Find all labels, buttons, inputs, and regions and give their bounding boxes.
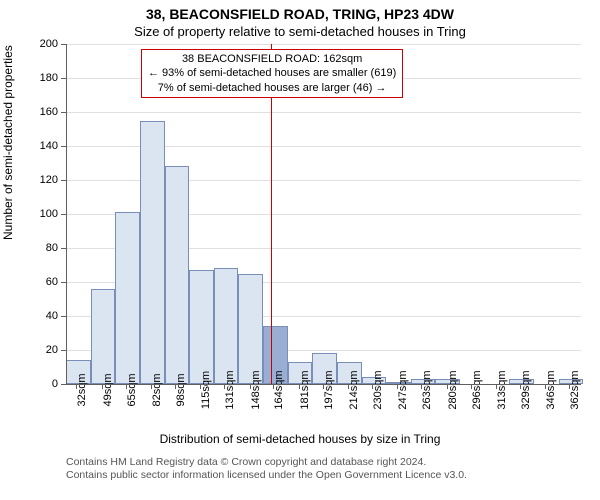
grid-line: [66, 112, 581, 113]
x-tick-label: 98sqm: [175, 373, 187, 406]
histogram-bar: [91, 289, 116, 384]
y-tick-label: 100: [40, 208, 58, 220]
y-tick-label: 200: [40, 38, 58, 50]
chart-title-main: 38, BEACONSFIELD ROAD, TRING, HP23 4DW: [0, 6, 600, 22]
y-tick-label: 60: [46, 276, 58, 288]
x-tick-label: 230sqm: [372, 370, 384, 409]
x-tick-label: 164sqm: [273, 370, 285, 409]
histogram-bar: [214, 268, 239, 384]
footer-attribution: Contains HM Land Registry data © Crown c…: [66, 456, 467, 482]
y-tick-label: 140: [40, 140, 58, 152]
x-tick-label: 82sqm: [151, 373, 163, 406]
y-tick-label: 180: [40, 72, 58, 84]
grid-line: [66, 44, 581, 45]
x-tick-label: 131sqm: [224, 370, 236, 409]
callout-box: 38 BEACONSFIELD ROAD: 162sqm← 93% of sem…: [141, 49, 403, 98]
plot-area: 02040608010012014016018020032sqm49sqm65s…: [66, 44, 581, 384]
footer-line-2: Contains public sector information licen…: [66, 469, 467, 482]
y-tick-label: 40: [46, 310, 58, 322]
x-tick-label: 362sqm: [569, 370, 581, 409]
histogram-bar: [189, 270, 214, 384]
x-tick-label: 181sqm: [299, 370, 311, 409]
y-tick-label: 20: [46, 344, 58, 356]
x-tick-label: 346sqm: [545, 370, 557, 409]
y-tick-label: 80: [46, 242, 58, 254]
x-axis-line: [66, 384, 581, 385]
y-axis-line: [66, 44, 67, 384]
chart-title-sub: Size of property relative to semi-detach…: [0, 24, 600, 39]
y-axis-label: Number of semi-detached properties: [1, 45, 15, 240]
x-tick-label: 214sqm: [348, 370, 360, 409]
x-tick-label: 247sqm: [397, 370, 409, 409]
x-tick-label: 65sqm: [126, 373, 138, 406]
x-tick-label: 263sqm: [421, 370, 433, 409]
callout-line: 7% of semi-detached houses are larger (4…: [148, 81, 396, 95]
x-tick-label: 296sqm: [471, 370, 483, 409]
x-axis-label: Distribution of semi-detached houses by …: [0, 432, 600, 446]
histogram-bar: [238, 274, 263, 385]
x-tick-label: 313sqm: [496, 370, 508, 409]
y-tick-label: 160: [40, 106, 58, 118]
x-tick-label: 329sqm: [520, 370, 532, 409]
x-tick-label: 148sqm: [250, 370, 262, 409]
histogram-bar: [115, 212, 140, 384]
x-tick-label: 197sqm: [323, 370, 335, 409]
callout-line: ← 93% of semi-detached houses are smalle…: [148, 66, 396, 80]
y-tick-label: 120: [40, 174, 58, 186]
x-tick-label: 115sqm: [200, 371, 212, 409]
footer-line-1: Contains HM Land Registry data © Crown c…: [66, 456, 467, 469]
x-tick-label: 32sqm: [76, 373, 88, 406]
callout-line: 38 BEACONSFIELD ROAD: 162sqm: [148, 52, 396, 66]
x-tick-label: 280sqm: [447, 370, 459, 409]
histogram-bar: [140, 121, 165, 385]
y-tick-label: 0: [52, 378, 58, 390]
x-tick-label: 49sqm: [102, 373, 114, 406]
histogram-bar: [165, 166, 190, 384]
